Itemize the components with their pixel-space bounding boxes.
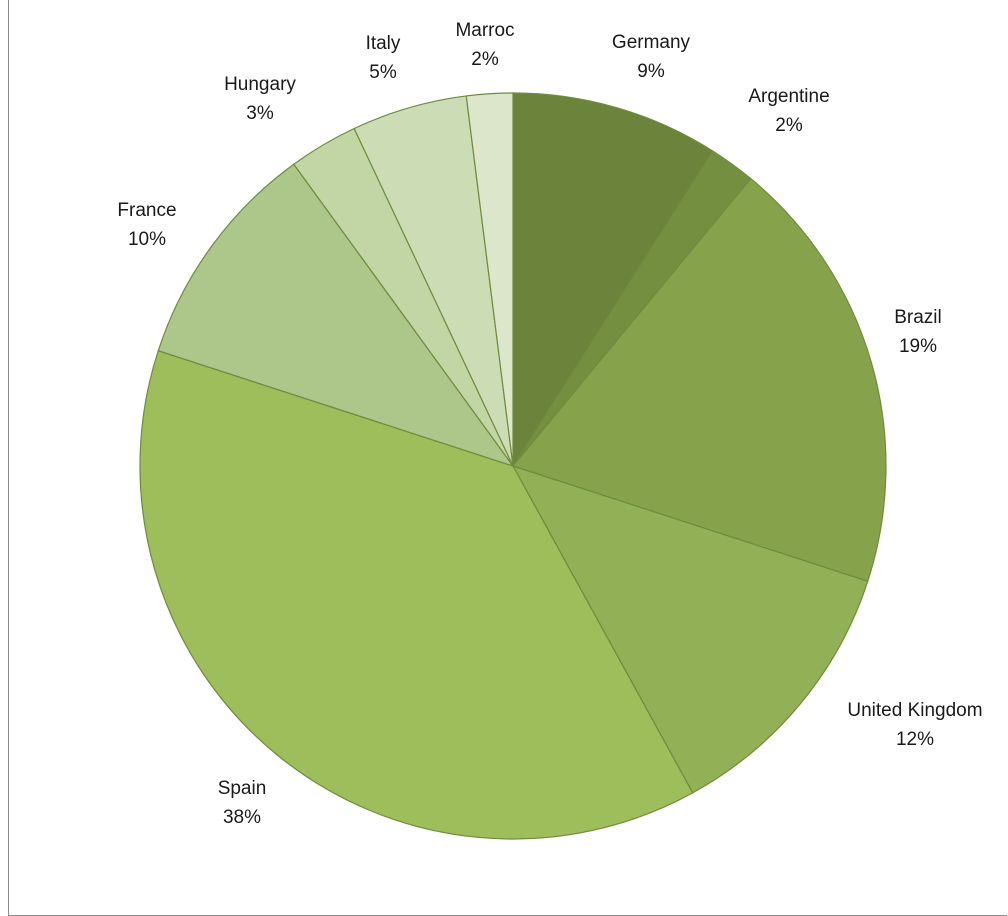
slice-label-value: 19%: [899, 336, 937, 357]
slice-label-value: 3%: [246, 103, 274, 124]
slice-label-united-kingdom: United Kingdom 12%: [847, 700, 982, 750]
slice-label-germany: Germany 9%: [612, 32, 691, 82]
slice-label-marroc: Marroc 2%: [455, 20, 514, 70]
slice-label-value: 10%: [128, 229, 166, 250]
slice-label-spain: Spain 38%: [218, 778, 267, 828]
slice-label-value: 2%: [471, 49, 499, 70]
slice-label-argentine: Argentine 2%: [748, 86, 829, 136]
pie-slice-germany: [512, 92, 714, 469]
slice-label-name: Brazil: [894, 307, 942, 328]
slice-label-value: 38%: [223, 807, 261, 828]
slice-label-name: Germany: [612, 32, 691, 53]
pie-labels: Germany 9% Argentine 2% Brazil 19% United King…: [117, 20, 982, 828]
slice-label-name: United Kingdom: [847, 700, 982, 721]
slice-label-name: Argentine: [748, 86, 829, 107]
slice-label-name: France: [117, 200, 176, 221]
slice-label-name: Marroc: [455, 20, 514, 41]
pie-slice-france: [157, 163, 515, 468]
slice-label-hungary: Hungary 3%: [224, 74, 296, 124]
slice-label-france: France 10%: [117, 200, 176, 250]
slice-label-name: Spain: [218, 778, 267, 799]
pie-slice-brazil: [511, 177, 887, 583]
pie-slice-marroc: [465, 92, 514, 467]
slice-label-brazil: Brazil 19%: [894, 307, 942, 357]
slice-label-name: Italy: [366, 33, 401, 54]
slice-label-value: 9%: [637, 61, 665, 82]
slice-label-value: 12%: [896, 729, 934, 750]
slice-label-value: 2%: [775, 115, 803, 136]
pie-slice-spain: [139, 349, 694, 840]
slice-label-name: Hungary: [224, 74, 296, 95]
pie-slice-united-kingdom: [511, 464, 869, 794]
slice-label-value: 5%: [369, 62, 397, 83]
pie-slices: [139, 92, 887, 840]
slice-label-italy: Italy 5%: [366, 33, 401, 83]
